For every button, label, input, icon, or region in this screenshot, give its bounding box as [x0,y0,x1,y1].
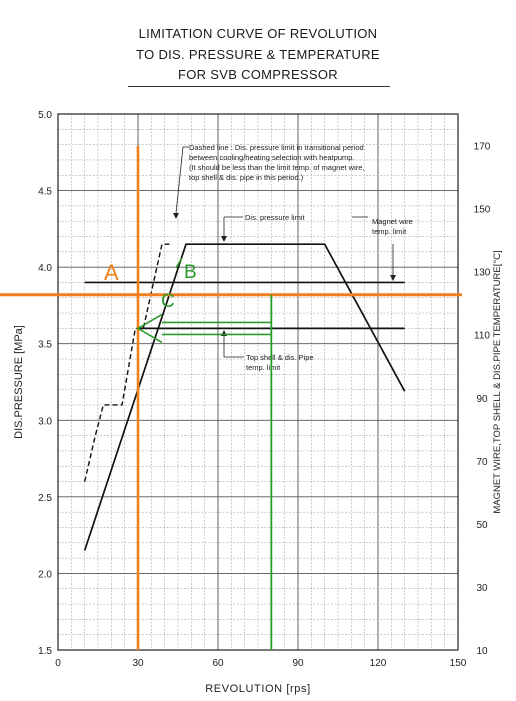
y-tick-label: 3.0 [38,416,52,427]
y2-tick-label: 30 [476,583,488,594]
dashed-note-text: between cooling/heating selection with h… [189,153,355,162]
series-dashed-line [83,243,173,482]
title-underline [128,86,390,87]
dashed-note-text: Dashed line : Dis. pressure limit in tra… [189,143,364,152]
series-dis-line [83,243,406,551]
x-axis-label: REVOLUTION [rps] [205,683,311,695]
green-arrow-head [136,313,163,344]
y2-tick-label: 70 [476,457,488,468]
x-tick-label: 150 [450,658,467,669]
label-b-pointer [175,257,183,269]
label-a: A [104,260,119,285]
y2-axis-label: MAGNET WIRE,TOP SHELL & DIS.PIPE TEMPERA… [492,250,503,513]
magnet-wire-note-text: Magnet wire [372,217,413,226]
y2-tick-label: 50 [476,520,488,531]
y-tick-label: 5.0 [38,110,52,121]
y2-tick-label: 150 [474,205,491,216]
y2-tick-label: 170 [474,142,491,153]
top-shell-note-text: Top shell & dis. Pipe [246,353,314,362]
top-shell-note-text: temp. limit [246,363,281,372]
chart-title-line-2: TO DIS. PRESSURE & TEMPERATURE [136,47,380,62]
x-tick-label: 120 [370,658,387,669]
chart-title-line-3: FOR SVB COMPRESSOR [178,67,338,82]
label-c: C [161,291,175,312]
label-b: B [184,262,197,283]
y2-tick-label: 110 [474,331,490,342]
dashed-note-leader [175,146,189,214]
x-tick-label: 90 [292,658,304,669]
dis-pressure-note-text: Dis. pressure limit [245,213,306,222]
y-tick-label: 2.0 [38,569,52,580]
dashed-note-text: (It should be less than the limit temp. … [189,163,365,172]
dashed-note-arrow [173,213,179,219]
y-axis-label: DIS.PRESSURE [MPa] [13,325,25,439]
chart-title-line-1: LIMITATION CURVE OF REVOLUTION [138,26,378,41]
plot-frame [57,113,459,651]
dis-pressure-note-arrow [221,236,227,242]
dashed-note-text: top shell & dis. pipe in this period.) [189,173,304,182]
y-tick-label: 2.5 [38,493,52,504]
magnet-wire-note-arrow [390,275,396,281]
magnet-wire-note-text: temp. limit [372,227,407,236]
y-tick-label: 1.5 [38,646,52,657]
x-tick-label: 30 [132,658,144,669]
y2-tick-label: 130 [474,268,491,279]
y2-tick-label: 90 [476,394,488,405]
y2-tick-label: 10 [476,646,488,657]
y-tick-label: 4.0 [38,263,52,274]
y-tick-label: 4.5 [38,187,52,198]
y-tick-label: 3.5 [38,340,52,351]
x-tick-label: 0 [55,658,61,669]
x-tick-label: 60 [212,658,224,669]
